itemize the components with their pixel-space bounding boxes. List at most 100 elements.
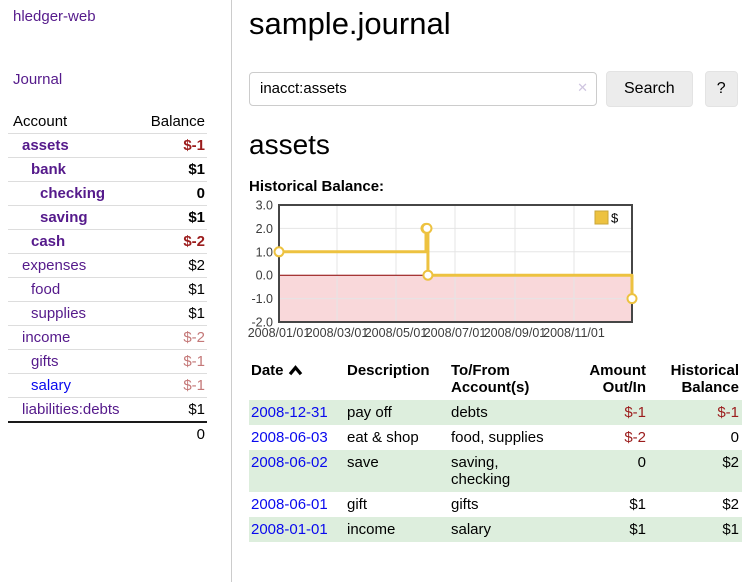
transaction-accounts: food, supplies — [451, 428, 544, 446]
register-row: 2008-06-03 eat & shop food, supplies $-2 0 — [249, 425, 742, 450]
account-balance: $1 — [188, 161, 205, 178]
svg-text:3.0: 3.0 — [256, 198, 273, 212]
accounts-header-balance: Balance — [150, 113, 205, 130]
transaction-date-link[interactable]: 2008-06-03 — [251, 428, 328, 446]
transaction-description: gift — [347, 495, 368, 513]
svg-text:2008/01/01: 2008/01/01 — [248, 326, 311, 340]
sidebar-account-link-bank[interactable]: bank — [31, 161, 67, 178]
transaction-balance: $2 — [722, 495, 739, 513]
svg-text:2008/03/01: 2008/03/01 — [306, 326, 369, 340]
account-row: supplies $1 — [8, 301, 207, 326]
transaction-balance: 0 — [730, 428, 739, 446]
account-row: checking 0 — [8, 181, 207, 206]
transaction-balance: $-1 — [717, 403, 739, 421]
transaction-amount: $1 — [629, 520, 646, 538]
account-row: expenses $2 — [8, 253, 207, 278]
register-header-row: Date Description To/From Account(s) Amou… — [249, 359, 742, 400]
sidebar-account-link-cash[interactable]: cash — [31, 233, 66, 250]
svg-text:1.0: 1.0 — [256, 245, 273, 259]
account-balance: $1 — [188, 401, 205, 418]
account-heading: assets — [249, 128, 330, 160]
transaction-balance: $2 — [722, 453, 739, 471]
help-button[interactable]: ? — [704, 70, 738, 107]
register-header-date[interactable]: Date — [249, 359, 345, 400]
chart-title: Historical Balance: — [249, 177, 385, 195]
svg-text:2.0: 2.0 — [256, 222, 273, 236]
search-box: ✕ — [249, 71, 597, 106]
transaction-date-link[interactable]: 2008-12-31 — [251, 403, 328, 421]
account-row: bank $1 — [8, 157, 207, 182]
transaction-date-link[interactable]: 2008-06-01 — [251, 495, 328, 513]
transaction-amount: 0 — [637, 453, 646, 471]
sidebar-account-link-food[interactable]: food — [31, 281, 61, 298]
transaction-accounts: gifts — [451, 495, 479, 513]
transaction-amount: $-1 — [624, 403, 646, 421]
search-input[interactable] — [249, 71, 597, 106]
sidebar-account-link-gifts[interactable]: gifts — [31, 353, 59, 370]
transaction-date-link[interactable]: 2008-06-02 — [251, 453, 328, 471]
account-balance: $-1 — [183, 137, 205, 154]
register-row: 2008-06-01 gift gifts $1 $2 — [249, 492, 742, 517]
sidebar-account-link-expenses[interactable]: expenses — [22, 257, 87, 274]
transaction-description: save — [347, 453, 379, 471]
account-row: assets $-1 — [8, 133, 207, 158]
app-title[interactable]: hledger-web — [13, 8, 96, 25]
transaction-amount: $1 — [629, 495, 646, 513]
accounts-total-row: 0 — [8, 422, 207, 446]
accounts-header-account: Account — [13, 113, 68, 130]
account-balance: $1 — [188, 209, 205, 226]
account-row: saving $1 — [8, 205, 207, 230]
account-balance: $2 — [188, 257, 205, 274]
transaction-date-link[interactable]: 2008-01-01 — [251, 520, 328, 538]
main-content: sample.journal ✕ Search ? assets Histori… — [232, 0, 742, 582]
search-button[interactable]: Search — [606, 70, 693, 107]
nav-journal-link[interactable]: Journal — [13, 71, 63, 88]
account-balance: 0 — [196, 185, 205, 202]
account-row: food $1 — [8, 277, 207, 302]
account-row: gifts $-1 — [8, 349, 207, 374]
transaction-accounts: debts — [451, 403, 488, 421]
clear-search-icon[interactable]: ✕ — [577, 79, 588, 95]
sidebar-account-link-saving[interactable]: saving — [40, 209, 88, 226]
account-balance: $-2 — [183, 329, 205, 346]
account-balance: $-2 — [183, 233, 205, 250]
transaction-accounts: salary — [451, 520, 492, 538]
transaction-balance: $1 — [722, 520, 739, 538]
svg-text:2008/07/01: 2008/07/01 — [424, 326, 487, 340]
account-row: income $-2 — [8, 325, 207, 350]
register-header-accounts: To/From Account(s) — [451, 361, 530, 396]
sidebar-account-link-liabilities-debts[interactable]: liabilities:debts — [22, 401, 120, 418]
transaction-amount: $-2 — [624, 428, 646, 446]
transaction-description: eat & shop — [347, 428, 419, 446]
account-balance: $-1 — [183, 353, 205, 370]
sort-ascending-icon — [288, 364, 302, 376]
register-header-description: Description — [347, 361, 430, 379]
sidebar-account-link-supplies[interactable]: supplies — [31, 305, 87, 322]
register-header-amount: Amount Out/In — [589, 361, 646, 396]
svg-text:2008/11/01: 2008/11/01 — [543, 326, 605, 340]
account-balance: $-1 — [183, 377, 205, 394]
transaction-accounts: saving, checking — [451, 453, 511, 488]
register-header-balance: Historical Balance — [670, 361, 739, 396]
account-row: liabilities:debts $1 — [8, 397, 207, 423]
sidebar: hledger-web Journal Account Balance asse… — [0, 0, 232, 582]
sidebar-account-link-checking[interactable]: checking — [40, 185, 106, 202]
account-balance: $1 — [188, 305, 205, 322]
account-row: cash $-2 — [8, 229, 207, 254]
chart-svg: 3.0 2.0 1.0 0.0 -1.0 -2.02008/01/012008/03/01… — [248, 198, 638, 340]
register-table: Date Description To/From Account(s) Amou… — [249, 359, 742, 542]
register-row: 2008-01-01 income salary $1 $1 — [249, 516, 742, 542]
account-balance: $1 — [188, 281, 205, 298]
sidebar-account-link-salary[interactable]: salary — [31, 377, 72, 394]
account-row: salary $-1 — [8, 373, 207, 398]
register-row: 2008-12-31 pay off debts $-1 $-1 — [249, 399, 742, 425]
svg-text:-1.0: -1.0 — [251, 292, 273, 306]
svg-text:-2.0: -2.0 — [251, 315, 273, 329]
page-title: sample.journal — [249, 6, 451, 41]
sidebar-account-link-income[interactable]: income — [22, 329, 71, 346]
legend-swatch — [594, 210, 609, 225]
sidebar-account-link-assets[interactable]: assets — [22, 137, 69, 154]
accounts-total-balance: 0 — [196, 426, 205, 443]
search-form: ✕ Search ? — [249, 70, 742, 107]
svg-text:2008/09/01: 2008/09/01 — [484, 326, 547, 340]
